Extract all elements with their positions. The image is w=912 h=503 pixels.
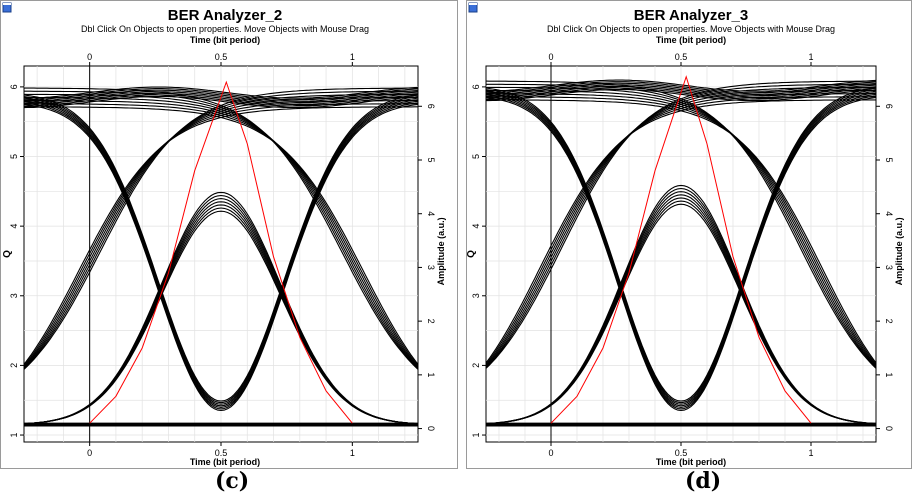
trace-eye-bottom — [24, 94, 418, 402]
trace-eye-bottom — [486, 93, 876, 408]
trace-eye-bottom — [24, 99, 418, 407]
x-tick-label: 0.5 — [675, 448, 688, 458]
trace-level-one — [486, 88, 876, 102]
y-axis-title: Q — [2, 250, 13, 258]
y-tick-label: 4 — [471, 224, 481, 229]
trace-eye-top — [486, 184, 876, 425]
amplitude-curve — [89, 80, 353, 424]
trace-falling — [24, 106, 418, 365]
trace-falling — [486, 99, 876, 364]
trace-eye-bottom — [24, 102, 418, 410]
trace-eye-bottom — [24, 96, 418, 404]
eye-traces — [24, 86, 418, 427]
y-tick-label: 5 — [9, 154, 19, 159]
trace-falling — [486, 80, 876, 369]
y2-tick-label: 4 — [426, 211, 436, 216]
chart-title: BER Analyzer_2 — [168, 7, 283, 24]
x-tick-label-top: 1 — [350, 52, 355, 62]
trace-falling — [486, 89, 876, 368]
window-icon-bar — [3, 3, 11, 5]
y2-tick-label: 5 — [426, 157, 436, 162]
y-tick-label: 4 — [9, 224, 19, 229]
y2-tick-label: 5 — [884, 157, 894, 162]
trace-level-one — [24, 86, 418, 99]
x-axis-title-top: Time (bit period) — [656, 35, 726, 45]
x-tick-label-top: 0 — [87, 52, 92, 62]
trace-falling — [24, 90, 418, 370]
trace-eye-bottom — [486, 96, 876, 412]
y2-tick-label: 6 — [884, 104, 894, 109]
trace-level-one — [24, 89, 418, 102]
y-tick-label: 6 — [471, 84, 481, 89]
trace-level-one — [486, 79, 876, 92]
trace-eye-bottom — [24, 100, 418, 408]
y-tick-label: 2 — [9, 363, 19, 368]
window-icon — [468, 2, 478, 13]
x-tick-label-top: 0 — [548, 52, 553, 62]
y2-tick-label: 4 — [884, 211, 894, 216]
x-tick-label: 1 — [808, 448, 813, 458]
x-tick-label-top: 0.5 — [675, 52, 688, 62]
trace-falling — [486, 86, 876, 368]
trace-falling — [486, 93, 876, 367]
y2-tick-label: 2 — [884, 319, 894, 324]
chart-title: BER Analyzer_3 — [634, 7, 749, 24]
trace-eye-top — [24, 191, 418, 425]
x-axis-title-top: Time (bit period) — [190, 35, 260, 45]
trace-eye-bottom — [486, 92, 876, 407]
trace-eye-bottom — [24, 97, 418, 405]
y-tick-label: 5 — [471, 154, 481, 159]
x-tick-label: 0 — [548, 448, 553, 458]
y2-tick-label: 0 — [884, 426, 894, 431]
window-icon-bar — [469, 3, 477, 5]
trace-eye-bottom — [486, 90, 876, 405]
y2-axis-title: Amplitude (a.u.) — [436, 217, 446, 285]
amplitude-curve — [550, 75, 812, 424]
y2-tick-label: 3 — [884, 265, 894, 270]
chart-instruction: Dbl Click On Objects to open properties.… — [81, 24, 369, 34]
trace-eye-bottom — [486, 95, 876, 410]
x-axis-title: Time (bit period) — [190, 457, 260, 467]
y-tick-label: 2 — [471, 363, 481, 368]
y-tick-label: 3 — [9, 293, 19, 298]
trace-level-one — [486, 82, 876, 95]
trace-eye-bottom — [486, 87, 876, 402]
trace-falling — [24, 96, 418, 369]
y2-tick-label: 1 — [884, 372, 894, 377]
y-tick-label: 3 — [471, 293, 481, 298]
trace-falling — [24, 103, 418, 367]
trace-falling — [486, 83, 876, 369]
x-tick-label: 1 — [350, 448, 355, 458]
y2-tick-label: 3 — [426, 265, 436, 270]
trace-eye-bottom — [24, 103, 418, 412]
y-tick-label: 1 — [471, 433, 481, 438]
trace-falling — [24, 87, 418, 370]
x-tick-label-top: 0.5 — [215, 52, 228, 62]
y2-tick-label: 1 — [426, 372, 436, 377]
y2-tick-label: 0 — [426, 426, 436, 431]
figure-caption-d: (d) — [685, 468, 722, 494]
trace-eye-bottom — [486, 89, 876, 404]
x-tick-label: 0 — [87, 448, 92, 458]
y2-tick-label: 6 — [426, 104, 436, 109]
window-icon — [2, 2, 12, 13]
x-tick-label-top: 1 — [808, 52, 813, 62]
y2-axis-title: Amplitude (a.u.) — [894, 217, 904, 285]
y-axis-title: Q — [466, 250, 477, 258]
trace-falling — [24, 93, 418, 369]
y-tick-label: 6 — [9, 84, 19, 89]
chart-instruction: Dbl Click On Objects to open properties.… — [547, 24, 835, 34]
x-axis-title: Time (bit period) — [656, 457, 726, 467]
trace-level-one — [486, 84, 876, 97]
trace-level-one — [486, 81, 876, 94]
trace-level-one — [24, 88, 418, 101]
figure-caption-c: (c) — [215, 468, 250, 494]
trace-falling — [24, 100, 418, 368]
trace-falling — [486, 96, 876, 365]
x-tick-label: 0.5 — [215, 448, 228, 458]
y-tick-label: 1 — [9, 433, 19, 438]
y2-tick-label: 2 — [426, 319, 436, 324]
